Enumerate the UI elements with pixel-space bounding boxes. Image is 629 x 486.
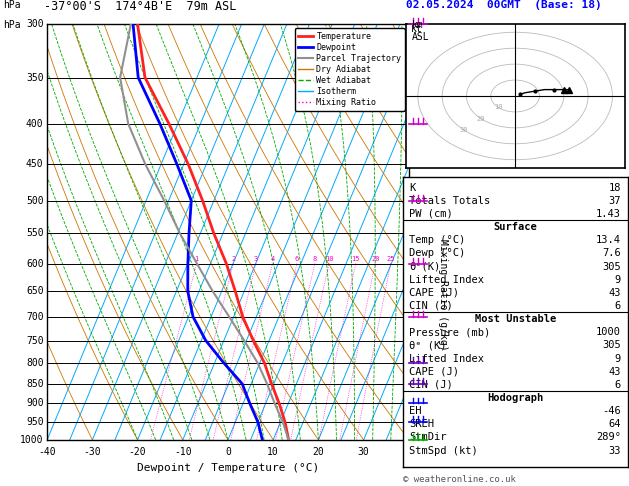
- Text: Surface: Surface: [493, 222, 537, 232]
- Text: Totals Totals: Totals Totals: [409, 196, 491, 206]
- Text: 02.05.2024  00GMT  (Base: 18): 02.05.2024 00GMT (Base: 18): [406, 0, 601, 11]
- Text: 550: 550: [26, 228, 43, 239]
- Text: 7: 7: [415, 136, 420, 145]
- Text: 650: 650: [26, 286, 43, 296]
- Text: 0: 0: [225, 447, 231, 457]
- Text: 9: 9: [615, 353, 621, 364]
- Text: 8: 8: [415, 82, 420, 92]
- Text: 305: 305: [602, 261, 621, 272]
- Text: Temp (°C): Temp (°C): [409, 235, 465, 245]
- Text: Lifted Index: Lifted Index: [409, 353, 484, 364]
- Text: 20: 20: [371, 256, 379, 262]
- Text: 15: 15: [352, 256, 360, 262]
- Text: 1000: 1000: [596, 327, 621, 337]
- Text: 5: 5: [415, 222, 420, 232]
- Text: 18: 18: [608, 183, 621, 192]
- Text: -37°00'S  174°4B'E  79m ASL: -37°00'S 174°4B'E 79m ASL: [44, 0, 237, 14]
- Text: 10: 10: [267, 447, 279, 457]
- Text: Dewpoint / Temperature (°C): Dewpoint / Temperature (°C): [137, 463, 319, 473]
- Text: -30: -30: [84, 447, 101, 457]
- Text: 350: 350: [26, 72, 43, 83]
- Text: 37: 37: [608, 196, 621, 206]
- Text: 1: 1: [194, 256, 199, 262]
- Text: 450: 450: [26, 159, 43, 169]
- Text: EH: EH: [409, 406, 422, 416]
- Text: CIN (J): CIN (J): [409, 380, 453, 390]
- Text: 305: 305: [602, 340, 621, 350]
- Text: 10: 10: [494, 104, 502, 110]
- Text: K: K: [409, 183, 416, 192]
- Text: kt: kt: [411, 24, 422, 35]
- Text: θᵉ (K): θᵉ (K): [409, 340, 447, 350]
- Text: 20: 20: [313, 447, 325, 457]
- Text: Pressure (mb): Pressure (mb): [409, 327, 491, 337]
- Text: 7.6: 7.6: [602, 248, 621, 259]
- Text: Mixing Ratio (g/kg): Mixing Ratio (g/kg): [438, 239, 448, 350]
- Text: 43: 43: [608, 366, 621, 377]
- Text: 300: 300: [26, 19, 43, 29]
- Text: 900: 900: [26, 399, 43, 408]
- Text: -40: -40: [38, 447, 56, 457]
- Text: CIN (J): CIN (J): [409, 301, 453, 311]
- Text: 43: 43: [608, 288, 621, 298]
- Text: 4: 4: [415, 262, 420, 273]
- Text: 9: 9: [415, 28, 420, 38]
- Text: 30: 30: [358, 447, 369, 457]
- Text: 4: 4: [270, 256, 275, 262]
- Text: 6: 6: [615, 301, 621, 311]
- Text: 2: 2: [231, 256, 235, 262]
- Text: SREH: SREH: [409, 419, 434, 429]
- Text: 64: 64: [608, 419, 621, 429]
- Text: © weatheronline.co.uk: © weatheronline.co.uk: [403, 474, 515, 484]
- Text: -20: -20: [129, 447, 147, 457]
- Text: 6: 6: [295, 256, 299, 262]
- Text: StmDir: StmDir: [409, 433, 447, 442]
- Text: 30: 30: [459, 127, 468, 133]
- Text: 950: 950: [26, 417, 43, 427]
- Text: PW (cm): PW (cm): [409, 209, 453, 219]
- Text: 289°: 289°: [596, 433, 621, 442]
- Legend: Temperature, Dewpoint, Parcel Trajectory, Dry Adiabat, Wet Adiabat, Isotherm, Mi: Temperature, Dewpoint, Parcel Trajectory…: [294, 29, 404, 111]
- Text: CAPE (J): CAPE (J): [409, 366, 459, 377]
- Text: CAPE (J): CAPE (J): [409, 288, 459, 298]
- Text: StmSpd (kt): StmSpd (kt): [409, 446, 478, 455]
- Text: 500: 500: [26, 195, 43, 206]
- Text: 3: 3: [415, 302, 420, 312]
- Text: hPa: hPa: [3, 20, 21, 31]
- Text: 9: 9: [615, 275, 621, 285]
- Text: θᵉ(K): θᵉ(K): [409, 261, 440, 272]
- Text: Dewp (°C): Dewp (°C): [409, 248, 465, 259]
- Text: 1: 1: [415, 380, 420, 390]
- Text: -46: -46: [602, 406, 621, 416]
- Text: 20: 20: [477, 116, 485, 122]
- Text: 40: 40: [403, 447, 415, 457]
- Text: 13.4: 13.4: [596, 235, 621, 245]
- Text: 600: 600: [26, 259, 43, 269]
- Text: -10: -10: [174, 447, 192, 457]
- Text: 6: 6: [615, 380, 621, 390]
- Text: 750: 750: [26, 335, 43, 346]
- Text: LCL: LCL: [415, 414, 429, 423]
- Text: Lifted Index: Lifted Index: [409, 275, 484, 285]
- Text: 10: 10: [325, 256, 333, 262]
- Text: Most Unstable: Most Unstable: [474, 314, 556, 324]
- Text: 1000: 1000: [20, 435, 43, 445]
- Text: Hodograph: Hodograph: [487, 393, 543, 403]
- Text: 700: 700: [26, 312, 43, 322]
- Text: 8: 8: [313, 256, 317, 262]
- Text: 850: 850: [26, 379, 43, 389]
- Text: 6: 6: [415, 179, 420, 189]
- Text: 33: 33: [608, 446, 621, 455]
- Text: 1.43: 1.43: [596, 209, 621, 219]
- Text: 800: 800: [26, 358, 43, 368]
- Text: 3: 3: [254, 256, 258, 262]
- Text: km
ASL: km ASL: [412, 20, 430, 42]
- Text: 2: 2: [415, 341, 420, 351]
- Text: hPa: hPa: [3, 0, 21, 11]
- Text: 400: 400: [26, 119, 43, 129]
- Text: 25: 25: [386, 256, 395, 262]
